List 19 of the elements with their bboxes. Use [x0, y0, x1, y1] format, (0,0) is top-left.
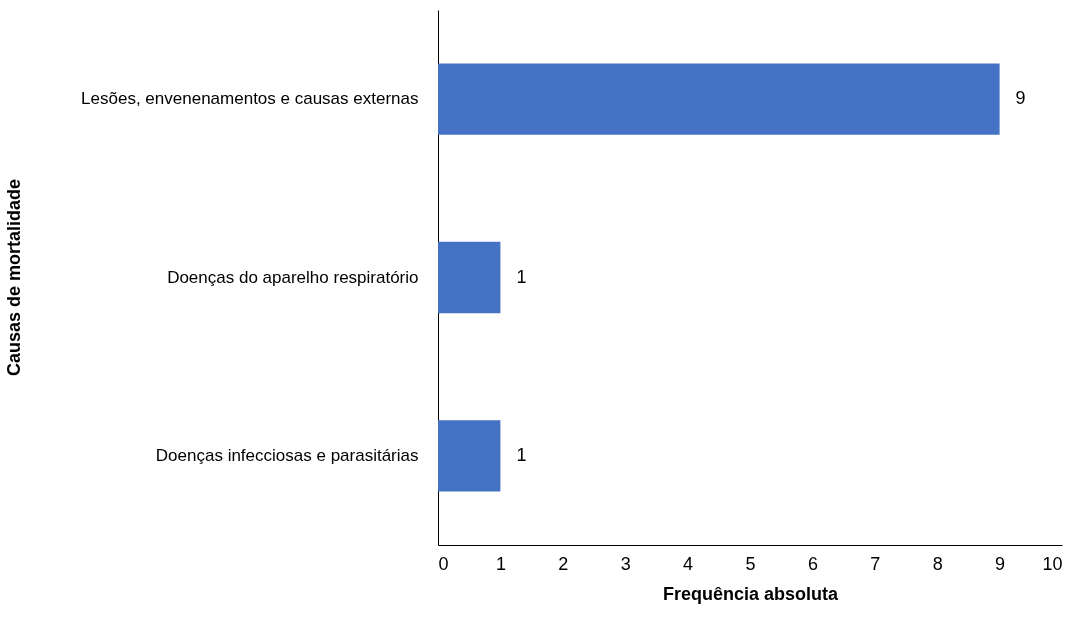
x-tick-label: 5 [745, 553, 756, 574]
x-tick-label: 10 [1042, 553, 1063, 574]
y-axis-title: Causas de mortalidade [3, 178, 24, 377]
x-tick-label: 6 [807, 553, 818, 574]
x-tick-label: 3 [620, 553, 631, 574]
y-tick-label: Lesões, envenenamentos e causas externas [81, 89, 419, 109]
x-axis-title: Frequência absoluta [662, 583, 840, 604]
data-label: 1 [516, 266, 527, 287]
y-tick-label: Doenças do aparelho respiratório [167, 267, 419, 287]
x-tick-label: 9 [995, 553, 1006, 574]
x-tick-label: 2 [558, 553, 569, 574]
x-tick-label: 7 [870, 553, 881, 574]
data-label: 1 [516, 444, 527, 465]
y-tick-label: Doenças infecciosas e parasitárias [155, 445, 419, 465]
x-tick-label: 1 [495, 553, 506, 574]
x-tick-label: 8 [932, 553, 943, 574]
x-tick-label: 0 [438, 553, 449, 574]
data-label: 9 [1015, 88, 1026, 109]
x-tick-label: 4 [683, 553, 694, 574]
